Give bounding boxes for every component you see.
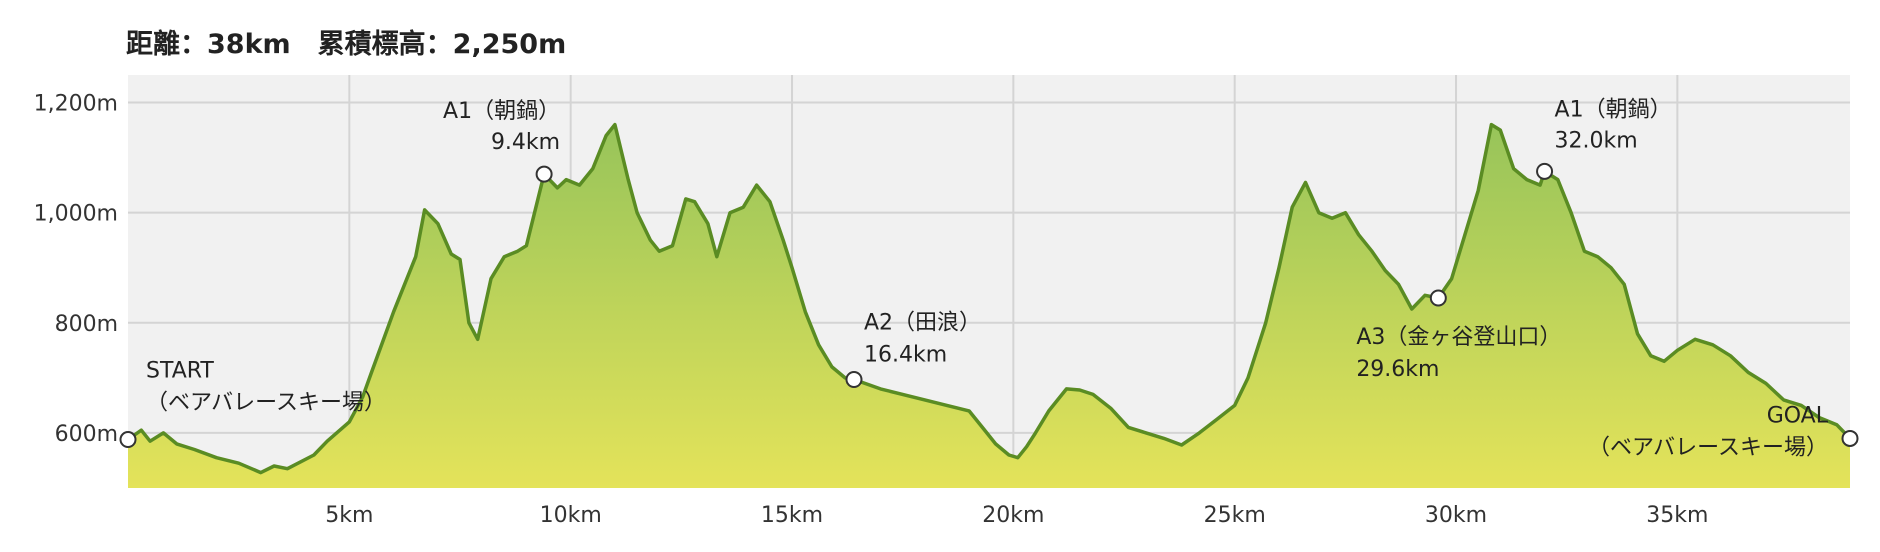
y-tick-label: 1,200m xyxy=(34,92,118,117)
x-tick-label: 20km xyxy=(982,503,1044,528)
x-axis-ticks: 5km 10km 15km 20km 25km 30km 35km xyxy=(325,503,1708,528)
checkpoint-label: START xyxy=(146,359,214,384)
y-axis-ticks: 600m 800m 1,000m 1,200m xyxy=(34,92,118,447)
checkpoint-label: A1（朝鍋） xyxy=(1555,97,1672,122)
chart-title: 距離：38km 累積標高：2,250m xyxy=(126,29,567,60)
checkpoint-markers: START （ベアバレースキー場） A1（朝鍋） 9.4km A2（田浪） 16.4km A… xyxy=(119,97,1859,460)
x-tick-label: 15km xyxy=(761,503,823,528)
checkpoint-label: 9.4km xyxy=(491,130,560,155)
checkpoint-marker xyxy=(845,371,863,389)
checkpoint-label: 16.4km xyxy=(864,343,947,368)
checkpoint-marker xyxy=(119,431,137,449)
x-tick-label: 5km xyxy=(325,503,373,528)
y-tick-label: 800m xyxy=(55,312,118,337)
x-tick-label: 35km xyxy=(1646,503,1708,528)
checkpoint-marker xyxy=(1429,289,1447,307)
checkpoint-marker xyxy=(535,165,553,183)
y-tick-label: 1,000m xyxy=(34,202,118,227)
checkpoint-label: A3（金ヶ谷登山口） xyxy=(1356,325,1561,350)
elevation-area xyxy=(128,124,1850,488)
checkpoint-label: 32.0km xyxy=(1555,128,1638,153)
checkpoint-marker xyxy=(1841,429,1859,447)
checkpoint-label: A2（田浪） xyxy=(864,311,981,336)
x-tick-label: 25km xyxy=(1204,503,1266,528)
x-tick-label: 10km xyxy=(540,503,602,528)
checkpoint-label: GOAL xyxy=(1767,403,1829,428)
checkpoint-label: A1（朝鍋） xyxy=(443,99,560,124)
y-tick-label: 600m xyxy=(55,422,118,447)
checkpoint-label: （ベアバレースキー場） xyxy=(1588,435,1828,460)
checkpoint-label: 29.6km xyxy=(1356,357,1439,382)
checkpoint-marker xyxy=(1536,162,1554,180)
checkpoint-label: （ベアバレースキー場） xyxy=(146,391,386,416)
x-tick-label: 30km xyxy=(1425,503,1487,528)
